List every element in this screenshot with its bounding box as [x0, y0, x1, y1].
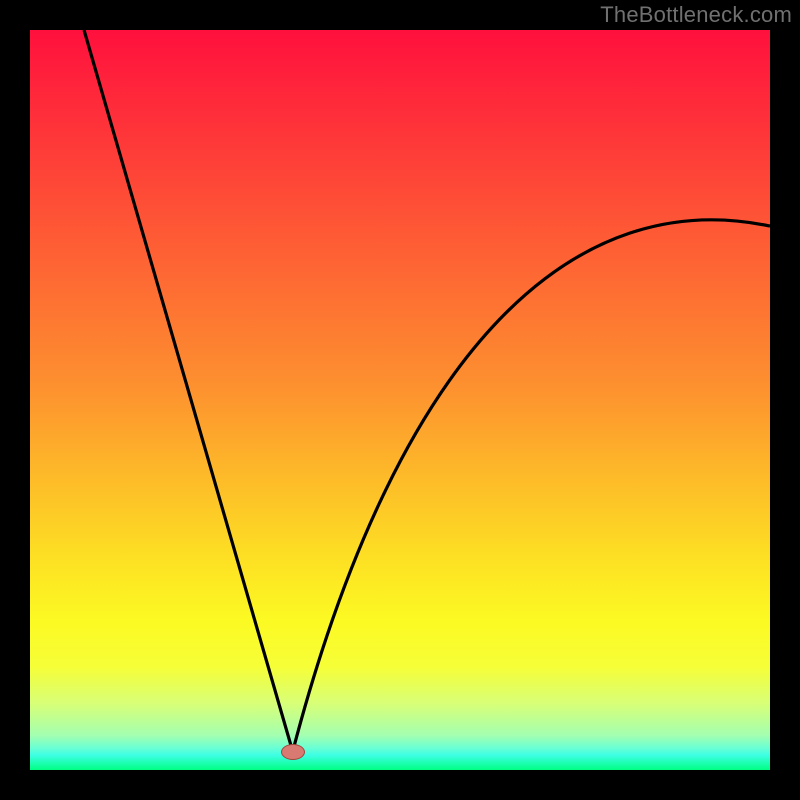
plot-gradient-area	[30, 30, 770, 770]
watermark-text: TheBottleneck.com	[600, 2, 792, 28]
bottleneck-curve	[30, 30, 770, 770]
curve-path	[84, 30, 770, 752]
minimum-marker	[281, 744, 305, 760]
